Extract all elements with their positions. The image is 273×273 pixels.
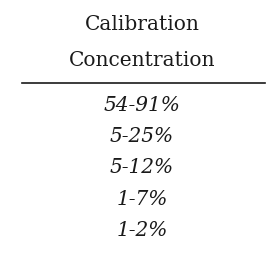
Text: Calibration: Calibration bbox=[85, 15, 199, 34]
Text: 5-25%: 5-25% bbox=[110, 127, 174, 146]
Text: 5-12%: 5-12% bbox=[110, 158, 174, 177]
Text: 54-91%: 54-91% bbox=[103, 96, 180, 115]
Text: Concentration: Concentration bbox=[69, 51, 215, 70]
Text: 1-2%: 1-2% bbox=[116, 221, 168, 240]
Text: 1-7%: 1-7% bbox=[116, 190, 168, 209]
